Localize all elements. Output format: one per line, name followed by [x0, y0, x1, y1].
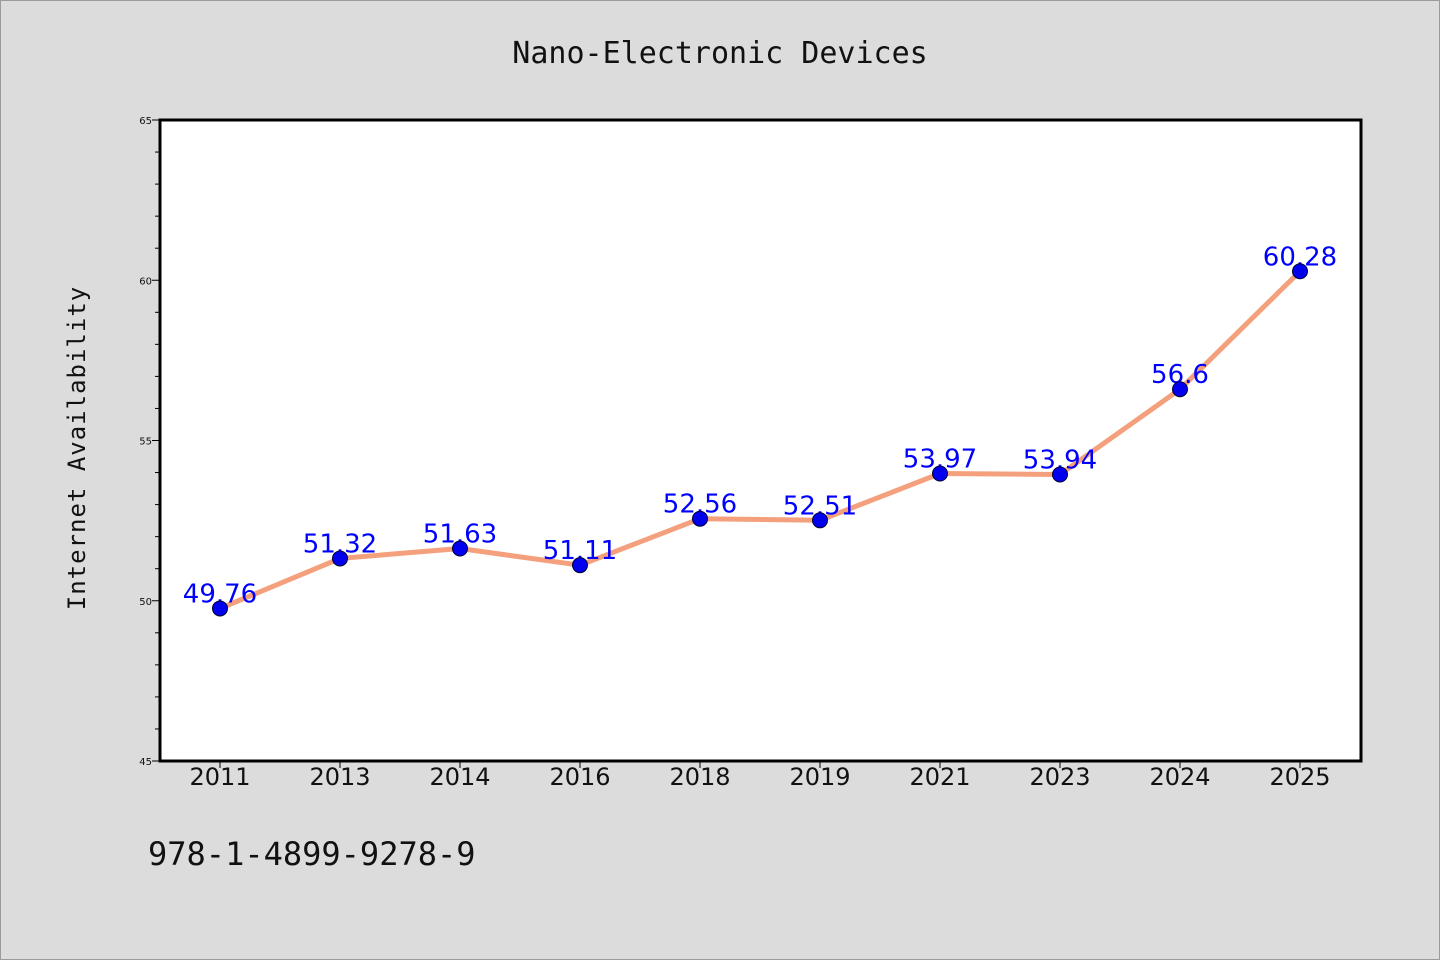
y-tick-label: 60: [139, 276, 152, 287]
y-axis: 45 50 55 60 65: [139, 116, 160, 768]
data-point: [212, 600, 228, 617]
data-point: [692, 510, 708, 527]
data-point: [812, 512, 828, 529]
x-tick-label: 2013: [309, 763, 370, 791]
x-tick-label: 2021: [909, 763, 970, 791]
x-axis: 2011 2013 2014 2016 2018 2019 2021 2023 2024 2025: [189, 761, 1331, 791]
data-point: [572, 557, 588, 574]
plot-area: [158, 118, 1363, 763]
x-tick-label: 2011: [189, 763, 250, 791]
x-tick-label: 2016: [549, 763, 610, 791]
data-point: [1172, 381, 1188, 398]
y-tick-label: 50: [139, 597, 152, 608]
isbn-text: 978-1-4899-9278-9: [148, 835, 476, 873]
data-point: [1292, 263, 1308, 280]
y-tick-label: 65: [139, 116, 152, 127]
y-tick-label: 55: [139, 437, 152, 448]
x-tick-label: 2025: [1269, 763, 1330, 791]
data-point: [452, 540, 468, 557]
y-axis-label: Internet Availability: [63, 286, 91, 610]
data-point: [932, 465, 948, 482]
chart-title: Nano-Electronic Devices: [512, 36, 927, 71]
series-line: [217, 268, 1303, 611]
x-tick-label: 2024: [1149, 763, 1210, 791]
x-tick-label: 2023: [1029, 763, 1090, 791]
y-tick-label: 45: [139, 757, 152, 768]
x-tick-label: 2014: [429, 763, 490, 791]
x-tick-label: 2018: [669, 763, 730, 791]
data-point: [332, 550, 348, 567]
data-point: [1052, 466, 1068, 483]
x-tick-label: 2019: [789, 763, 850, 791]
